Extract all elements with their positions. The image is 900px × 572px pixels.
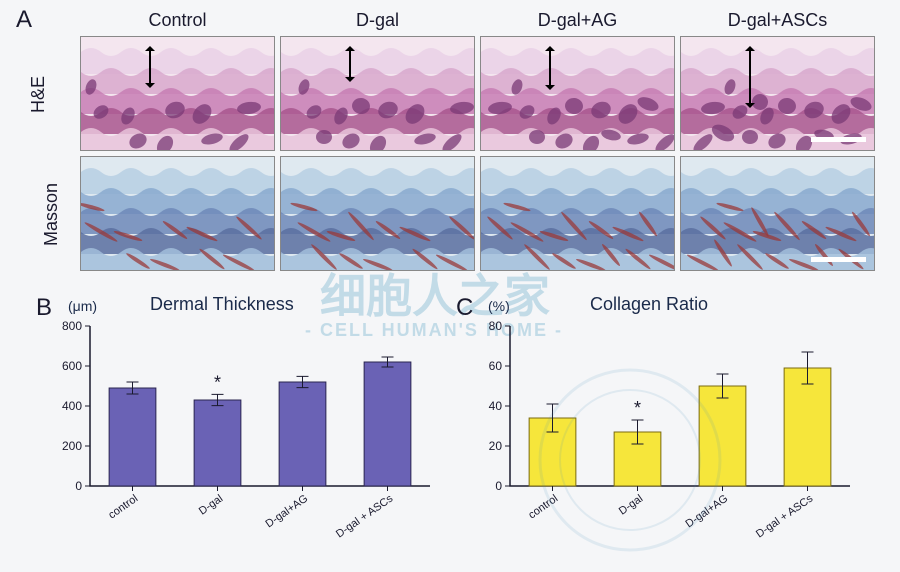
chart-dermal-thickness: 0 200 400 600 800 control * D-gal D-gal+AG D-gal … — [40, 316, 440, 566]
panel-c-title: Collagen Ratio — [590, 294, 708, 315]
svg-text:80: 80 — [489, 319, 503, 333]
micrograph-masson-0 — [80, 156, 275, 271]
col-header-2: D-gal+AG — [480, 10, 675, 31]
panel-b-unit: (μm) — [68, 298, 97, 314]
watermark-stamp — [530, 360, 730, 560]
col-header-3: D-gal+ASCs — [680, 10, 875, 31]
micrograph-he-0 — [80, 36, 275, 151]
svg-text:control: control — [106, 493, 140, 522]
svg-text:D-gal + ASCs: D-gal + ASCs — [754, 492, 816, 540]
svg-text:0: 0 — [75, 479, 82, 493]
micrograph-masson-3 — [680, 156, 875, 271]
bar-1 — [194, 400, 241, 486]
thickness-arrow-0 — [149, 49, 151, 85]
svg-text:200: 200 — [62, 439, 82, 453]
thickness-arrow-2 — [549, 49, 551, 87]
row-label-1: Masson — [41, 182, 62, 245]
svg-text:60: 60 — [489, 359, 503, 373]
svg-text:20: 20 — [489, 439, 503, 453]
svg-text:0: 0 — [495, 479, 502, 493]
thickness-arrow-1 — [349, 49, 351, 79]
bar-3 — [364, 362, 411, 486]
row-label-0: H&E — [28, 75, 49, 112]
svg-text:D-gal: D-gal — [197, 493, 225, 518]
svg-text:600: 600 — [62, 359, 82, 373]
micrograph-he-2 — [480, 36, 675, 151]
scalebar-1 — [811, 257, 866, 262]
svg-text:800: 800 — [62, 319, 82, 333]
panel-c-unit: (%) — [488, 298, 510, 314]
col-header-1: D-gal — [280, 10, 475, 31]
svg-text:D-gal + ASCs: D-gal + ASCs — [334, 492, 396, 540]
bar-3 — [784, 368, 831, 486]
svg-text:400: 400 — [62, 399, 82, 413]
micrograph-masson-2 — [480, 156, 675, 271]
micrograph-he-3 — [680, 36, 875, 151]
panel-b-title: Dermal Thickness — [150, 294, 294, 315]
scalebar-0 — [811, 137, 866, 142]
svg-text:*: * — [214, 372, 221, 392]
svg-text:D-gal+AG: D-gal+AG — [264, 493, 311, 531]
panel-a-label: A — [16, 6, 32, 34]
micrograph-masson-1 — [280, 156, 475, 271]
micrograph-he-1 — [280, 36, 475, 151]
svg-text:40: 40 — [489, 399, 503, 413]
thickness-arrow-3 — [749, 49, 751, 105]
figure-root: A ControlD-galD-gal+AGD-gal+ASCs H&EMass… — [0, 0, 900, 572]
col-header-0: Control — [80, 10, 275, 31]
bar-2 — [279, 382, 326, 486]
bar-0 — [109, 388, 156, 486]
